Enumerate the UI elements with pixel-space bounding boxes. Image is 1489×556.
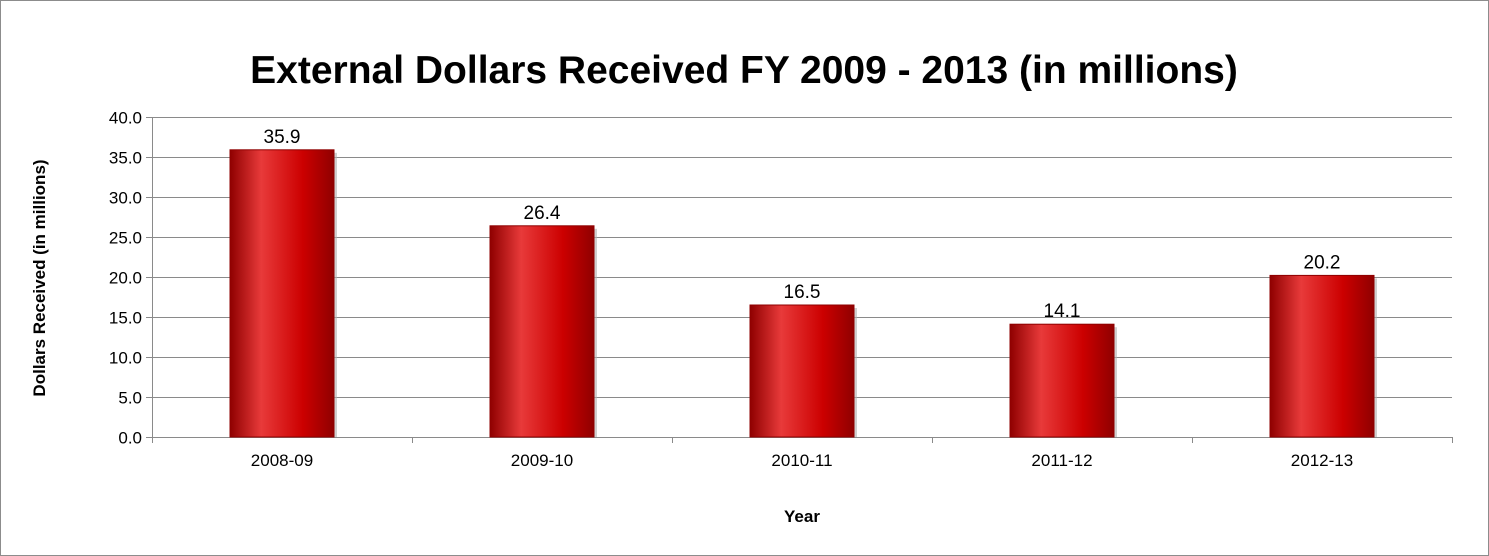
x-tick-label: 2011-12 bbox=[1031, 451, 1092, 470]
data-label-2012-13: 20.2 bbox=[1304, 252, 1341, 273]
y-tick-label: 35.0 bbox=[109, 149, 142, 168]
chart-title: External Dollars Received FY 2009 - 2013… bbox=[250, 49, 1238, 92]
bar-2008-09 bbox=[229, 149, 335, 438]
y-tick-label: 10.0 bbox=[109, 349, 142, 368]
x-tick-label: 2009-10 bbox=[511, 451, 573, 470]
data-label-2010-11: 16.5 bbox=[784, 282, 821, 303]
y-axis-title: Dollars Received (in millions) bbox=[30, 159, 49, 396]
x-axis-title: Year bbox=[784, 507, 820, 526]
x-axis-tick-labels: 2008-09 2009-10 2010-11 2011-12 2012-13 bbox=[251, 451, 1353, 470]
y-axis-tick-labels: 0.0 5.0 10.0 15.0 20.0 25.0 30.0 35.0 40.0 bbox=[109, 109, 142, 448]
x-tick-label: 2012-13 bbox=[1291, 451, 1353, 470]
y-tick-label: 25.0 bbox=[109, 229, 142, 248]
x-tick-label: 2008-09 bbox=[251, 451, 313, 470]
y-tick-label: 40.0 bbox=[109, 109, 142, 128]
x-tick-label: 2010-11 bbox=[771, 451, 832, 470]
gridlines bbox=[152, 117, 1452, 398]
data-label-2011-12: 14.1 bbox=[1044, 301, 1081, 322]
y-tick-label: 5.0 bbox=[118, 389, 142, 408]
data-label-2009-10: 26.4 bbox=[524, 203, 561, 224]
y-tick-label: 15.0 bbox=[109, 309, 142, 328]
data-labels: 35.9 26.4 16.5 14.1 20.2 bbox=[264, 127, 1341, 322]
bar-2011-12 bbox=[1009, 323, 1115, 438]
bar-2012-13 bbox=[1269, 274, 1375, 438]
y-tick-label: 0.0 bbox=[118, 429, 142, 448]
y-tick-label: 20.0 bbox=[109, 269, 142, 288]
bars bbox=[229, 149, 1377, 438]
y-tick-label: 30.0 bbox=[109, 189, 142, 208]
data-label-2008-09: 35.9 bbox=[264, 127, 301, 148]
bar-2010-11 bbox=[749, 304, 855, 438]
bar-2009-10 bbox=[489, 225, 595, 438]
